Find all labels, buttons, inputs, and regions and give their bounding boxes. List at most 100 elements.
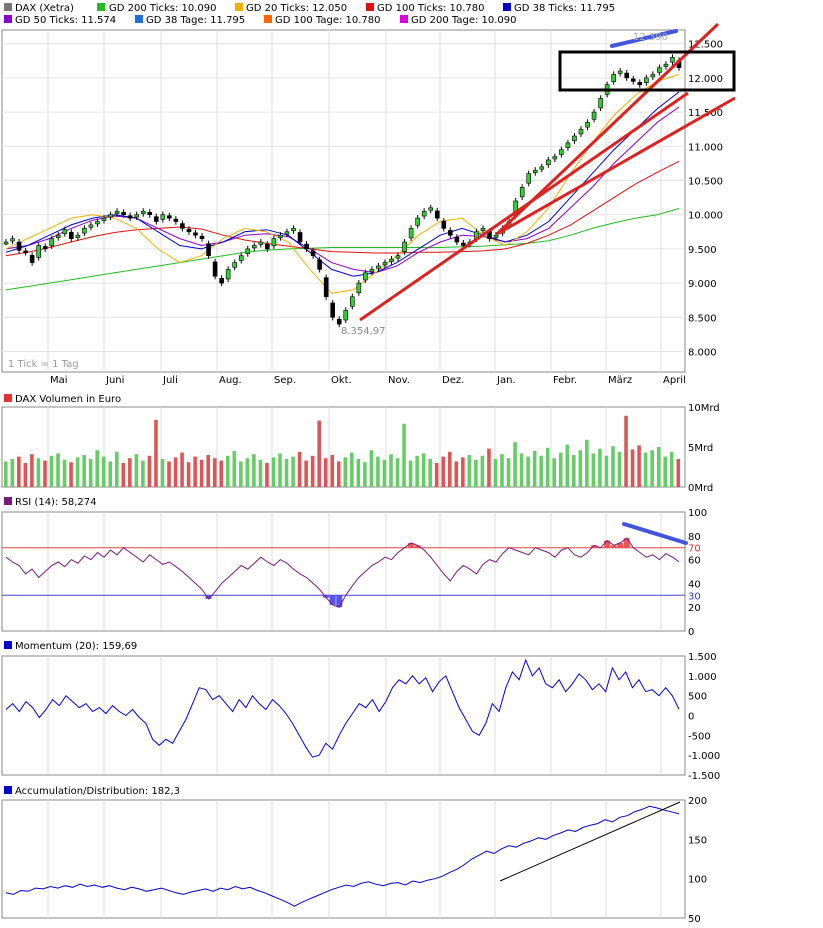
candle-body	[585, 122, 590, 128]
candle-body	[16, 241, 22, 251]
y-tick-label: 150	[688, 835, 707, 846]
rsi-title: RSI (14): 58,274	[15, 497, 97, 508]
volume-bar	[56, 453, 60, 487]
y-tick-label: 1.500	[688, 652, 717, 663]
volume-bar	[62, 459, 67, 487]
volume-bar	[167, 461, 171, 487]
candle-body	[395, 255, 401, 259]
volume-bar	[343, 457, 348, 487]
volume-bar	[160, 459, 165, 487]
volume-bar	[663, 456, 668, 487]
candle-body	[114, 210, 120, 214]
volume-bar	[461, 457, 465, 487]
candle-body	[526, 173, 532, 184]
candle-body	[402, 241, 407, 252]
price-panel: 12.50012.00011.50011.00010.50010.0009.50…	[2, 22, 736, 358]
volume-bar	[630, 449, 635, 487]
volume-bar	[539, 455, 543, 487]
volume-bar	[669, 451, 674, 487]
volume-bar	[323, 458, 328, 487]
y-tick-label: 80	[688, 532, 701, 543]
candle-body	[330, 302, 335, 318]
candle-body	[389, 258, 394, 262]
legend-item-gd100-tage: GD 100 Tage: 10.780	[264, 15, 381, 26]
y-tick-label: 0	[688, 627, 694, 638]
volume-bar	[36, 458, 41, 487]
candle-body	[317, 259, 322, 270]
candle-body	[278, 234, 283, 238]
candle-body	[186, 229, 192, 233]
volume-bar	[317, 420, 321, 487]
volume-bar	[474, 459, 478, 487]
candle-body	[572, 135, 577, 142]
candle-body	[408, 228, 414, 239]
y-tick-label: 0Mrd	[688, 483, 713, 494]
tick-note: 1 Tick = 1 Tag	[8, 359, 79, 370]
candle-body	[297, 232, 303, 243]
candle-body	[180, 223, 185, 229]
volume-bar	[408, 460, 413, 487]
candle-body	[153, 216, 159, 222]
y-tick-label: 1.000	[688, 672, 717, 683]
y-tick-label: 0	[688, 712, 694, 723]
candle-body	[199, 235, 205, 239]
volume-bar	[650, 450, 654, 487]
candle-body	[245, 248, 251, 254]
rsi-oversold-fill	[205, 595, 212, 599]
volume-bar	[297, 451, 302, 487]
volume-bar	[199, 459, 204, 487]
volume-bar	[643, 452, 648, 487]
volume-bar	[506, 458, 511, 487]
volume-bar	[363, 462, 367, 487]
candle-body	[108, 214, 113, 218]
x-tick-label: Mai	[50, 375, 68, 386]
volume-bar	[225, 455, 230, 487]
volume-bar	[4, 461, 8, 487]
volume-bar	[284, 459, 289, 487]
candle-body	[42, 246, 48, 250]
x-tick-label: Febr.	[553, 375, 577, 386]
rsi-overbought-fill	[610, 545, 617, 548]
trend-line	[495, 22, 720, 236]
legend-label-gd200-tage: GD 200 Tage: 10.090	[411, 15, 517, 26]
volume-bar	[30, 454, 34, 487]
candle-body	[369, 269, 375, 273]
trend-line	[496, 96, 736, 236]
candle-body	[336, 319, 342, 325]
x-tick-label: April	[663, 375, 686, 386]
x-tick-label: Okt.	[331, 375, 352, 386]
candle-body	[173, 218, 179, 222]
rsi-overbought-fill	[591, 545, 598, 548]
y-tick-label: 100	[688, 508, 707, 519]
volume-bar	[336, 461, 341, 487]
volume-bar	[519, 453, 524, 487]
volume-bar	[271, 457, 276, 487]
volume-bar	[101, 456, 106, 487]
candle-body	[565, 142, 571, 148]
y-tick-label: 5Mrd	[688, 443, 713, 454]
volume-bar	[265, 463, 269, 487]
volume-bar	[434, 463, 439, 487]
candle-body	[350, 296, 355, 307]
y-tick-label: -1.000	[688, 751, 720, 762]
candle-body	[193, 232, 198, 236]
candle-body	[82, 228, 87, 234]
candle-body	[598, 98, 603, 109]
y-tick-label: 8.500	[688, 313, 717, 324]
candle-body	[219, 277, 224, 284]
volume-bar	[304, 460, 308, 487]
y-tick-label: -500	[688, 731, 711, 742]
candle-body	[323, 277, 329, 298]
ad-panel: 200 150 100 50	[5, 796, 707, 925]
y-tick-label: 10.000	[688, 211, 723, 222]
y-tick-label: 10Mrd	[688, 403, 720, 414]
volume-bar	[134, 454, 139, 487]
y-tick-label: 12.000	[688, 74, 723, 85]
volume-bar	[480, 455, 485, 487]
y-tick-label: 70	[688, 544, 701, 555]
divergence-line	[622, 522, 688, 545]
candle-body	[591, 111, 597, 120]
volume-bar	[154, 419, 158, 487]
legend: DAX (Xetra) GD 200 Ticks: 10.090 GD 20 T…	[4, 3, 615, 26]
y-tick-label: -1.500	[688, 771, 720, 782]
